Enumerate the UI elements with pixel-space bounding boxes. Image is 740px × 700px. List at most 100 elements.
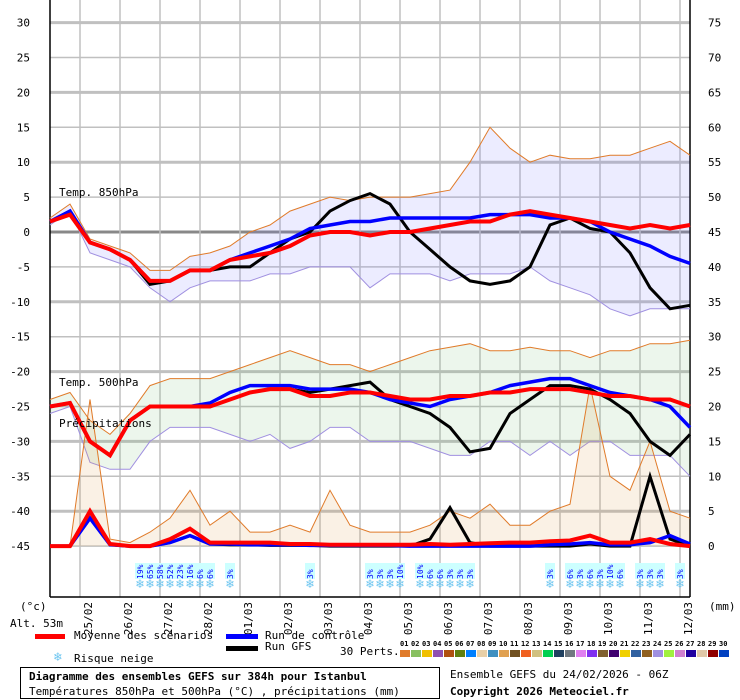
snow-risk-bg — [195, 563, 205, 579]
y-left-tick: 15 — [17, 121, 30, 134]
snow-risk-bg — [655, 563, 665, 579]
copyright: Copyright 2026 Meteociel.fr — [450, 685, 629, 698]
snow-risk-bg — [395, 563, 405, 579]
snow-risk-percent: 10% — [606, 564, 615, 579]
snow-risk-bg — [375, 563, 385, 579]
snowflake-icon: ❄ — [415, 577, 424, 592]
snowflake-icon: ❄ — [615, 577, 624, 592]
precip-envelope — [50, 385, 690, 547]
snowflake-icon: ❄ — [195, 577, 204, 592]
snow-risk-percent: 3% — [636, 569, 645, 579]
snowflake-icon: ❄ — [185, 577, 194, 592]
perturbation-number: 17 — [576, 640, 585, 648]
perturbation-swatch — [653, 650, 663, 657]
snow-risk-percent: 10% — [416, 564, 425, 579]
perturbation-swatch — [433, 650, 443, 657]
perturbation-swatch — [532, 650, 542, 657]
snowflake-icon: ❄ — [675, 577, 684, 592]
y-right-tick: 20 — [708, 401, 721, 414]
snowflake-icon: ❄ — [465, 577, 474, 592]
perturbation-swatch — [521, 650, 531, 657]
snow-risk-percent: 10% — [396, 564, 405, 579]
perturbation-swatch — [664, 650, 674, 657]
snowflake-icon: ❄ — [425, 577, 434, 592]
precip-label: Précipitations — [59, 417, 152, 430]
legend-gfs-swatch — [226, 646, 258, 651]
y-left-tick: 30 — [17, 17, 30, 30]
snowflake-icon: ❄ — [145, 577, 154, 592]
precip-mean-line — [50, 507, 691, 549]
perturbation-number: 18 — [587, 640, 596, 648]
x-tick-label: 11/03 — [642, 602, 655, 635]
y-right-tick: 5 — [708, 505, 715, 518]
snowflake-icon: ❄ — [305, 577, 314, 592]
y-right-tick: 10 — [708, 470, 721, 483]
y-right-tick: 70 — [708, 52, 721, 65]
y-left-tick: -15 — [10, 331, 30, 344]
snow-risk-bg — [615, 563, 625, 579]
snow-risk-bg — [445, 563, 455, 579]
snow-risk-percent: 3% — [226, 569, 235, 579]
y-left-tick: 10 — [17, 156, 30, 169]
y-left-tick: -5 — [17, 261, 30, 274]
x-tick-label: 03/03 — [322, 602, 335, 635]
y-left-tick: -45 — [10, 540, 30, 553]
snow-risk-bg — [465, 563, 475, 579]
x-tick-label: 07/03 — [482, 602, 495, 635]
perturbation-number: 05 — [444, 640, 453, 648]
y-right-tick: 15 — [708, 435, 721, 448]
legend-mean-label: Moyenne des scénarios — [74, 629, 214, 642]
t850-gfs-line — [49, 191, 691, 311]
t500-mean-line — [49, 387, 691, 459]
t850-mean-line — [49, 209, 691, 283]
snow-risk-percent: 3% — [306, 569, 315, 579]
legend-control-swatch — [226, 634, 258, 639]
snowflake-icon: ❄ — [395, 577, 404, 592]
snow-risk-percent: 3% — [646, 569, 655, 579]
chart-subtitle: Températures 850hPa et 500hPa (°C) , pré… — [29, 685, 400, 698]
snow-risk-percent: 6% — [566, 569, 575, 579]
snow-risk-percent: 6% — [616, 569, 625, 579]
snowflake-icon: ❄ — [445, 577, 454, 592]
y-right-tick: 75 — [708, 17, 721, 30]
perturbation-swatch — [488, 650, 498, 657]
y-left-tick: 25 — [17, 52, 30, 65]
perturbation-number: 28 — [697, 640, 706, 648]
snowflake-icon: ❄ — [375, 577, 384, 592]
x-tick-label: 10/03 — [602, 602, 615, 635]
snow-risk-bg — [415, 563, 425, 579]
chart-title: Diagramme des ensembles GEFS sur 384h po… — [29, 670, 367, 683]
y-right-tick: 60 — [708, 121, 721, 134]
perturbation-number: 22 — [631, 640, 640, 648]
perturbation-swatch — [675, 650, 685, 657]
perturbation-swatch — [708, 650, 718, 657]
snow-risk-bg — [425, 563, 435, 579]
snow-risk-percent: 19% — [136, 564, 145, 579]
snowflake-icon: ❄ — [135, 577, 144, 592]
perturbation-swatch — [455, 650, 465, 657]
y-right-tick: 0 — [708, 540, 715, 553]
x-tick-label: 26/02 — [122, 602, 135, 635]
snow-risk-percent: 3% — [576, 569, 585, 579]
snow-risk-bg — [165, 563, 175, 579]
snow-risk-percent: 3% — [366, 569, 375, 579]
perturbation-swatch — [444, 650, 454, 657]
snowflake-icon: ❄ — [595, 577, 604, 592]
perturbation-swatch — [422, 650, 432, 657]
snowflake-icon: ❄ — [635, 577, 644, 592]
perturbation-number: 16 — [565, 640, 574, 648]
legend-snow-label: Risque neige — [74, 652, 154, 665]
snow-risk-percent: 6% — [196, 569, 205, 579]
snow-risk-bg — [305, 563, 315, 579]
right-unit-label: (mm) — [709, 600, 736, 613]
x-tick-label: 12/03 — [682, 602, 695, 635]
snowflake-icon: ❄ — [225, 577, 234, 592]
x-tick-label: 05/03 — [402, 602, 415, 635]
snow-risk-bg — [585, 563, 595, 579]
y-right-tick: 50 — [708, 191, 721, 204]
snowflake-icon: ❄ — [645, 577, 654, 592]
x-tick-label: 25/02 — [82, 602, 95, 635]
snowflake-icon: ❄ — [165, 577, 174, 592]
snow-risk-bg — [225, 563, 235, 579]
snow-risk-bg — [635, 563, 645, 579]
